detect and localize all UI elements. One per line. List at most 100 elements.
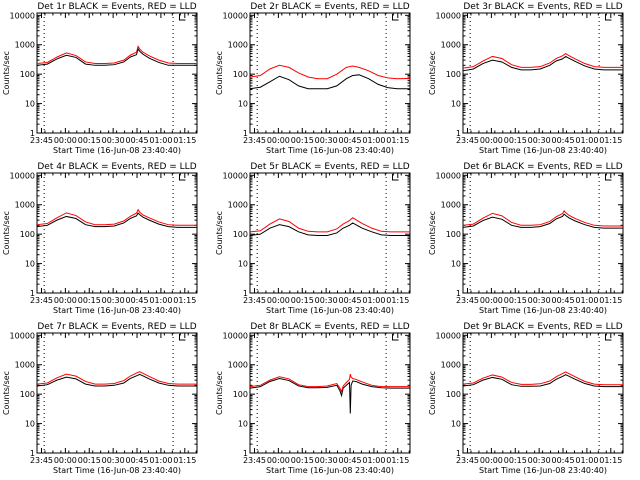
y-tick-label: 10000 (436, 331, 461, 340)
y-tick-label: 10000 (10, 171, 35, 180)
x-tick-label: 00:30 (528, 136, 551, 145)
x-tick-label: 00:15 (291, 456, 314, 465)
y-axis-label: Counts/sec (2, 211, 11, 255)
bracket-marker (391, 14, 399, 21)
x-tick-label: 00:30 (528, 456, 551, 465)
x-tick-label: 01:00 (575, 456, 598, 465)
y-axis-label: Counts/sec (215, 211, 224, 255)
y-tick-label: 100 (20, 390, 35, 399)
x-tick-label: 00:15 (504, 136, 527, 145)
x-tick-label: 00:30 (315, 136, 338, 145)
chart-title: Det 8r BLACK = Events, RED = LLD (250, 322, 409, 332)
x-tick-label: 01:15 (599, 296, 622, 305)
x-tick-label: 01:15 (173, 456, 196, 465)
y-axis-label: Counts/sec (2, 51, 11, 95)
y-tick-label: 100 (233, 230, 248, 239)
y-tick-label: 10000 (10, 331, 35, 340)
events-series-line (36, 47, 197, 66)
y-tick-label: 100 (233, 70, 248, 79)
y-tick-label: 1000 (441, 41, 461, 50)
chart-title: Det 5r BLACK = Events, RED = LLD (250, 162, 409, 172)
y-tick-label: 1000 (228, 201, 248, 210)
x-tick-label: 00:30 (102, 296, 125, 305)
chart-panel-1: Det 1r BLACK = Events, RED = LLD 1 10 100 10… (2, 2, 198, 155)
bracket-marker (604, 14, 612, 21)
x-tick-label: 23:45 (243, 296, 266, 305)
lld-series-line (36, 371, 197, 385)
y-axis-label: Counts/sec (215, 371, 224, 415)
y-tick-label: 10 (451, 100, 461, 109)
y-tick-label: 1000 (15, 361, 35, 370)
x-tick-label: 00:45 (551, 296, 574, 305)
events-series-line (462, 55, 623, 72)
x-axis-label: Start Time (16-Jun-08 23:40:40) (479, 146, 607, 155)
y-tick-label: 10 (25, 420, 35, 429)
x-tick-label: 00:15 (78, 456, 101, 465)
events-series-line (249, 74, 410, 90)
x-tick-label: 00:15 (291, 136, 314, 145)
lld-series-line (249, 217, 410, 233)
x-tick-label: 00:30 (315, 456, 338, 465)
y-tick-label: 10000 (436, 11, 461, 20)
y-tick-label: 10 (238, 420, 248, 429)
bracket-marker (604, 334, 612, 341)
y-tick-label: 100 (446, 70, 461, 79)
events-series-line (462, 374, 623, 388)
x-axis-label: Start Time (16-Jun-08 23:40:40) (479, 306, 607, 315)
bracket-marker (178, 14, 186, 21)
y-tick-label: 100 (20, 70, 35, 79)
x-tick-label: 00:45 (551, 136, 574, 145)
lld-series-line (462, 371, 623, 386)
y-tick-label: 1000 (228, 41, 248, 50)
lld-series-line (36, 45, 197, 65)
x-tick-label: 00:45 (338, 136, 361, 145)
y-tick-label: 100 (446, 230, 461, 239)
chart-panel-8: Det 8r BLACK = Events, RED = LLD 1 10 100 10… (215, 322, 411, 475)
events-series-line (249, 222, 410, 237)
x-tick-label: 00:00 (480, 136, 503, 145)
events-series-line (249, 378, 410, 414)
y-tick-label: 10000 (223, 11, 248, 20)
y-tick-label: 10 (25, 100, 35, 109)
x-tick-label: 01:00 (149, 456, 172, 465)
bracket-marker (178, 334, 186, 341)
chart-panel-6: Det 6r BLACK = Events, RED = LLD 1 10 100 10… (428, 162, 624, 315)
x-tick-label: 23:45 (30, 296, 53, 305)
y-tick-label: 10 (25, 260, 35, 269)
bracket-marker (391, 334, 399, 341)
lld-series-line (249, 373, 410, 394)
y-tick-label: 100 (446, 390, 461, 399)
x-tick-label: 23:45 (30, 136, 53, 145)
y-tick-label: 1 (456, 289, 461, 298)
x-tick-label: 00:15 (78, 296, 101, 305)
x-tick-label: 00:45 (125, 136, 148, 145)
bracket-marker (178, 174, 186, 181)
y-tick-label: 100 (20, 230, 35, 239)
x-tick-label: 01:15 (599, 456, 622, 465)
x-tick-label: 00:00 (267, 456, 290, 465)
bracket-marker (391, 174, 399, 181)
chart-title: Det 2r BLACK = Events, RED = LLD (250, 2, 409, 12)
y-axis-label: Counts/sec (428, 211, 437, 255)
x-tick-label: 00:45 (125, 456, 148, 465)
events-series-line (462, 213, 623, 229)
x-tick-label: 00:00 (267, 136, 290, 145)
x-axis-label: Start Time (16-Jun-08 23:40:40) (266, 466, 394, 475)
y-axis-label: Counts/sec (215, 51, 224, 95)
x-tick-label: 00:00 (54, 296, 77, 305)
lld-series-line (36, 208, 197, 226)
x-tick-label: 00:00 (54, 456, 77, 465)
y-tick-label: 1 (456, 129, 461, 138)
x-tick-label: 00:45 (338, 296, 361, 305)
lld-series-line (462, 210, 623, 227)
y-tick-label: 1 (456, 449, 461, 458)
y-tick-label: 1 (243, 449, 248, 458)
y-tick-label: 1000 (441, 201, 461, 210)
x-tick-label: 23:45 (456, 136, 479, 145)
x-axis-label: Start Time (16-Jun-08 23:40:40) (53, 306, 181, 315)
x-tick-label: 00:30 (102, 136, 125, 145)
x-tick-label: 00:30 (528, 296, 551, 305)
x-tick-label: 00:00 (54, 136, 77, 145)
y-tick-label: 1 (30, 449, 35, 458)
